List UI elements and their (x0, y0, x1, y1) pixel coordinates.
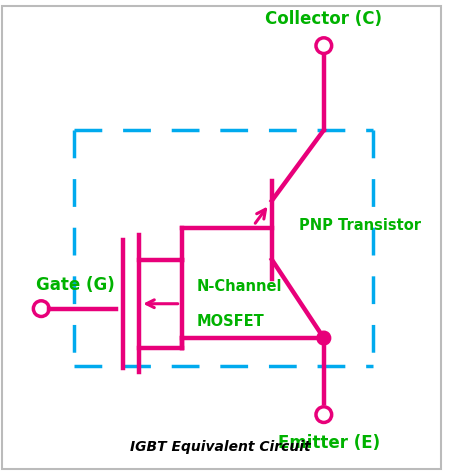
Text: Gate (G): Gate (G) (37, 276, 115, 294)
Text: PNP Transistor: PNP Transistor (299, 218, 421, 233)
Text: N-Channel: N-Channel (196, 278, 282, 294)
Circle shape (317, 331, 331, 345)
Text: MOSFET: MOSFET (196, 314, 264, 329)
Text: IGBT Equivalent Circuit: IGBT Equivalent Circuit (130, 440, 311, 454)
Text: Collector (C): Collector (C) (265, 10, 382, 28)
Text: Emitter (E): Emitter (E) (278, 434, 380, 452)
